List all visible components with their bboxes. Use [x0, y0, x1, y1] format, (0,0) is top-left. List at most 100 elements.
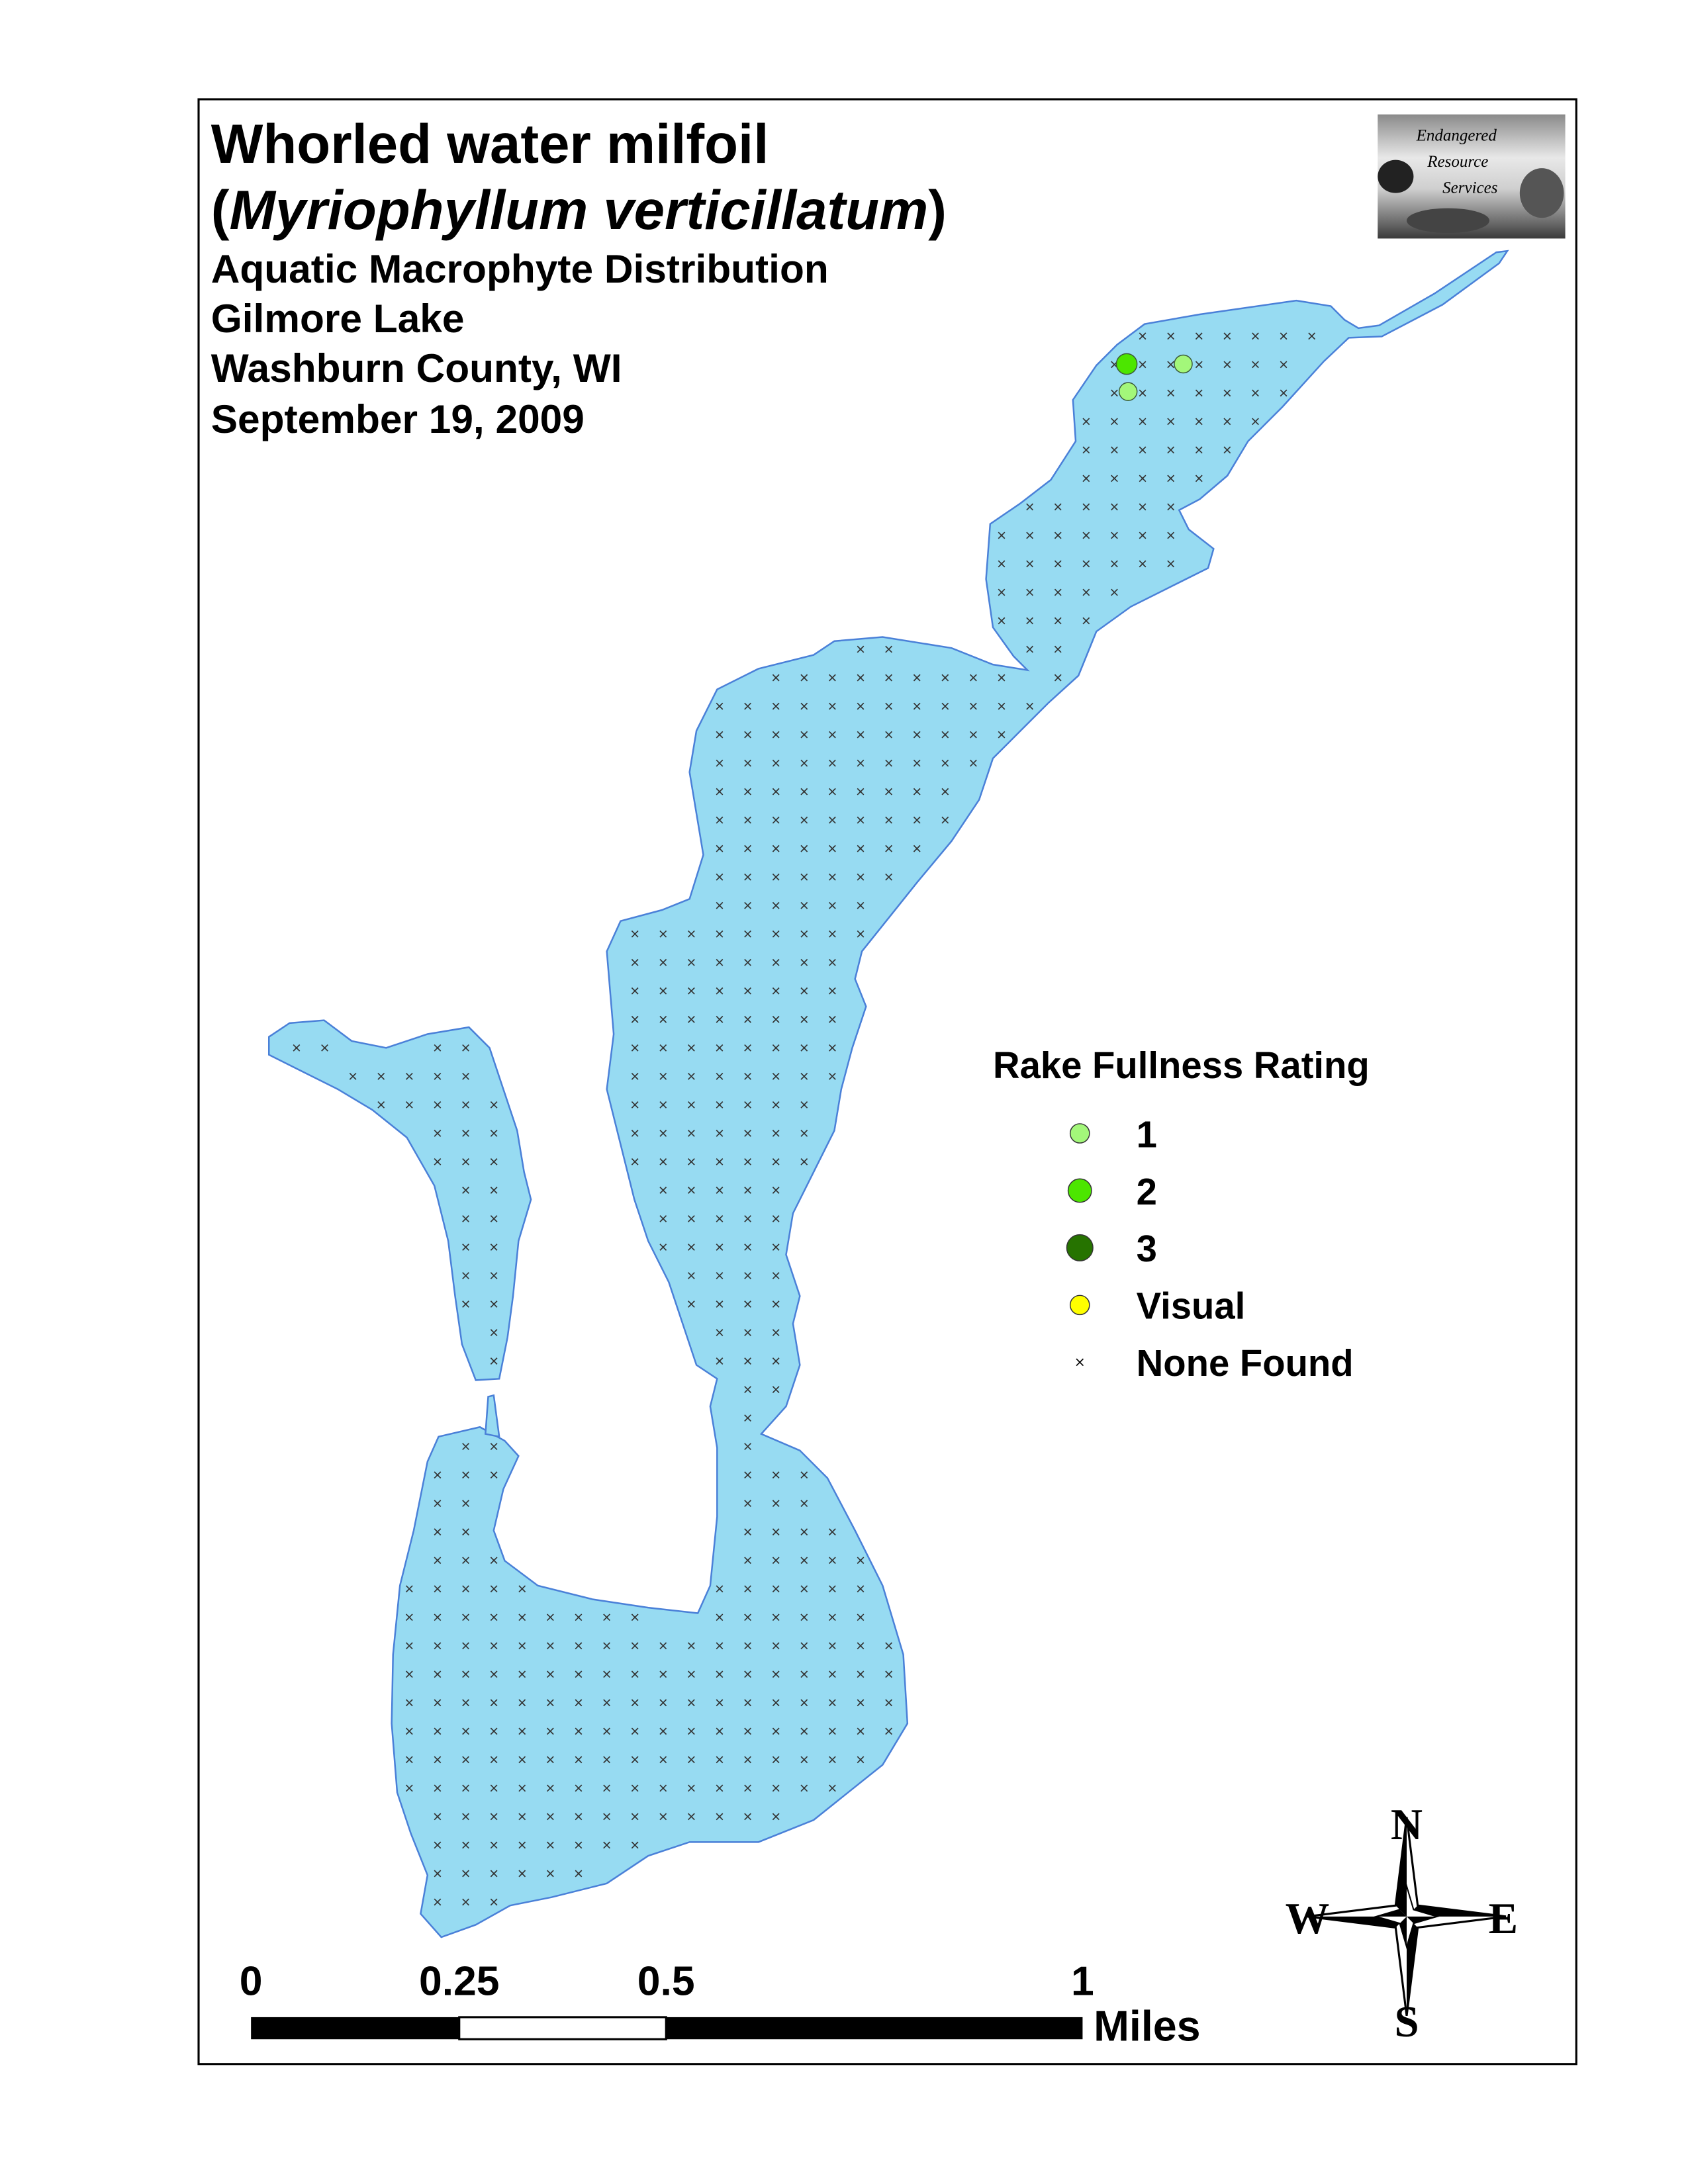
none-found-marker [716, 1357, 724, 1365]
none-found-marker [490, 1841, 498, 1849]
none-found-marker [1054, 503, 1062, 511]
none-found-marker [772, 1500, 780, 1508]
none-found-marker [800, 844, 808, 852]
none-found-marker [829, 702, 836, 710]
none-found-marker [800, 1756, 808, 1764]
none-found-marker [857, 1756, 865, 1764]
none-found-marker [772, 1101, 780, 1109]
none-found-marker [1223, 446, 1231, 454]
none-found-marker [462, 1471, 469, 1479]
none-found-marker [941, 702, 949, 710]
none-found-marker [462, 1101, 469, 1109]
none-found-marker [913, 816, 921, 824]
south-label: S [1394, 1998, 1419, 2046]
none-found-marker [800, 1670, 808, 1678]
none-found-marker [518, 1614, 526, 1621]
none-found-marker [772, 759, 780, 767]
none-found-marker [687, 1215, 695, 1222]
none-found-marker [462, 1130, 469, 1137]
rating-2-point [1115, 353, 1138, 375]
none-found-marker [518, 1642, 526, 1650]
none-found-marker [1167, 332, 1175, 340]
none-found-marker [687, 1072, 695, 1080]
none-found-marker [462, 1557, 469, 1565]
none-found-marker [829, 1585, 836, 1593]
none-found-marker [1167, 418, 1175, 426]
none-found-marker [744, 1614, 751, 1621]
none-found-marker [829, 901, 836, 909]
none-found-marker [857, 873, 865, 881]
none-found-marker [631, 987, 639, 995]
none-found-marker [659, 1015, 667, 1023]
none-found-marker [575, 1614, 583, 1621]
none-found-marker [857, 674, 865, 682]
none-found-marker [998, 674, 1006, 682]
none-found-marker [1139, 361, 1147, 369]
none-found-marker [1111, 475, 1118, 482]
none-found-marker [772, 731, 780, 739]
none-found-marker [716, 816, 724, 824]
none-found-marker [829, 1072, 836, 1080]
none-found-marker [1082, 531, 1090, 539]
none-found-marker [857, 844, 865, 852]
none-found-marker [490, 1557, 498, 1565]
none-found-marker [829, 873, 836, 881]
none-found-marker [546, 1727, 554, 1735]
none-found-marker [716, 1813, 724, 1821]
none-found-marker [970, 702, 977, 710]
none-found-marker [1223, 389, 1231, 397]
none-found-marker [575, 1699, 583, 1707]
none-found-marker [603, 1784, 610, 1792]
none-found-marker [434, 1044, 442, 1052]
none-found-marker [687, 1670, 695, 1678]
none-found-marker [1082, 446, 1090, 454]
none-found-marker [885, 702, 892, 710]
none-found-marker [800, 958, 808, 966]
none-found-marker [518, 1670, 526, 1678]
subtitle: Aquatic Macrophyte Distribution [211, 246, 829, 291]
legend-label: 3 [1137, 1228, 1157, 1269]
none-found-marker [659, 1244, 667, 1251]
none-found-marker [1167, 446, 1175, 454]
none-found-marker [1111, 503, 1118, 511]
none-found-marker [631, 1756, 639, 1764]
none-found-marker [434, 1500, 442, 1508]
none-found-marker [575, 1670, 583, 1678]
none-found-marker [772, 1784, 780, 1792]
none-found-marker [857, 930, 865, 938]
none-found-marker [772, 901, 780, 909]
none-found-marker [744, 1585, 751, 1593]
none-found-marker [1308, 332, 1316, 340]
none-found-marker [462, 1044, 469, 1052]
none-found-marker [546, 1841, 554, 1849]
scale-segment [666, 2017, 1083, 2040]
none-found-marker [829, 1614, 836, 1621]
none-found-marker [716, 1300, 724, 1308]
none-found-marker [800, 702, 808, 710]
svg-text:Resource: Resource [1427, 153, 1488, 171]
none-found-marker [885, 1642, 892, 1650]
none-found-marker [716, 1072, 724, 1080]
none-found-marker [857, 1585, 865, 1593]
none-found-marker [462, 1500, 469, 1508]
none-found-marker [659, 1699, 667, 1707]
none-found-marker [744, 1813, 751, 1821]
none-found-marker [490, 1272, 498, 1279]
none-found-marker [687, 930, 695, 938]
none-found-marker [744, 1443, 751, 1451]
none-found-marker [405, 1072, 413, 1080]
none-found-marker [885, 1699, 892, 1707]
county: Washburn County, WI [211, 345, 622, 390]
none-found-marker [744, 930, 751, 938]
legend-title: Rake Fullness Rating [993, 1044, 1370, 1086]
none-found-marker [744, 1044, 751, 1052]
none-found-marker [744, 901, 751, 909]
none-found-marker [1139, 503, 1147, 511]
none-found-marker [631, 1072, 639, 1080]
none-found-marker [744, 1300, 751, 1308]
none-found-marker [1280, 389, 1288, 397]
none-found-marker [772, 1813, 780, 1821]
none-found-marker [434, 1784, 442, 1792]
none-found-marker [970, 731, 977, 739]
none-found-marker [716, 1158, 724, 1165]
